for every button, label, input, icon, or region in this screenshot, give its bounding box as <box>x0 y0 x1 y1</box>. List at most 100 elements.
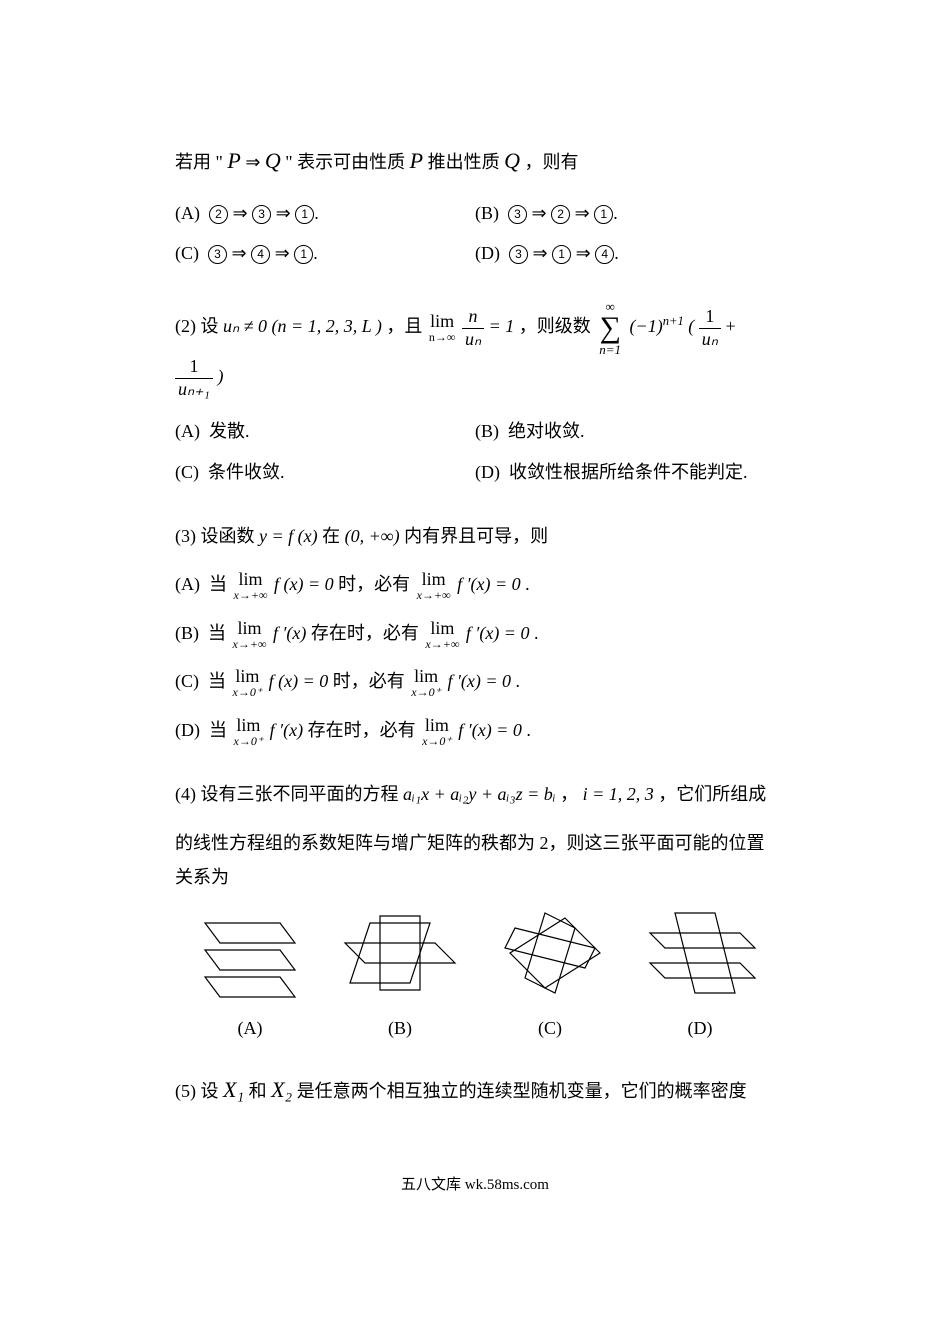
sig-m: ∑ <box>599 313 621 343</box>
q3-mid: 在 <box>322 526 340 546</box>
q2-B: (B) 绝对收敛. <box>475 414 775 448</box>
q4-tail1: ，它们所组成 <box>658 784 766 804</box>
q2-term-pre: (−1) <box>630 316 663 336</box>
q2-C: (C) 条件收敛. <box>175 455 475 489</box>
q3-D-fx: f ′(x) <box>270 720 303 740</box>
q3-D-fpx: f ′(x) = 0 <box>458 720 522 740</box>
intro-pre: 若用 " <box>175 152 223 172</box>
q3-B-lim1: limx→+∞ <box>233 619 267 650</box>
q4-tail2: 的线性方程组的系数矩阵与增广矩阵的秩都为 2，则这三张平面可能的位置关系为 <box>175 833 765 887</box>
q1-row1: (A) 2 ⇒ 3 ⇒ 1. (B) 3 ⇒ 2 ⇒ 1. <box>175 196 775 230</box>
q5-X1: X₁ <box>223 1077 244 1102</box>
planes-intersect-line-icon <box>335 908 465 1003</box>
q4-figD: (D) <box>625 908 775 1045</box>
intro-Q1: Q <box>265 148 281 173</box>
q3-B-pre: 当 <box>208 623 226 643</box>
q2-row1: (A) 发散. (B) 绝对收敛. <box>175 414 775 448</box>
intro-Q2: Q <box>504 148 520 173</box>
q3-D-lim1: limx→0⁺ <box>234 716 264 747</box>
q2-stem: (2) 设 uₙ ≠ 0 (n = 1, 2, 3, L ) ，且 lim n→… <box>175 300 775 400</box>
q2-fr1: 1 uₙ <box>699 306 721 350</box>
end: . <box>313 243 318 263</box>
q2-close: ) <box>217 366 223 386</box>
circled-2b: 2 <box>551 205 570 224</box>
planes-triangle-icon <box>490 908 610 1003</box>
q3-D-pre: 当 <box>209 720 227 740</box>
q2-B-lbl: (B) <box>475 421 499 441</box>
intro-line: 若用 " P ⇒ Q " 表示可由性质 P 推出性质 Q ，则有 <box>175 140 775 182</box>
circled-1d: 1 <box>552 245 571 264</box>
end: . <box>613 203 618 223</box>
circled-4c: 4 <box>251 245 270 264</box>
circled-1b: 1 <box>594 205 613 224</box>
q2-D: (D) 收敛性根据所给条件不能判定. <box>475 455 775 489</box>
fr-d: uₙ <box>462 329 484 351</box>
q3-A-fx: f (x) = 0 <box>274 574 334 594</box>
q2-row2: (C) 条件收敛. (D) 收敛性根据所给条件不能判定. <box>175 455 775 489</box>
lim-top: lim <box>429 312 456 331</box>
fr2d: uₙ₊₁ <box>175 379 213 401</box>
sig-b: n=1 <box>599 343 621 356</box>
q1-B: (B) 3 ⇒ 2 ⇒ 1. <box>475 196 775 230</box>
q2-C-lbl: (C) <box>175 462 199 482</box>
arr: ⇒ <box>576 243 591 263</box>
q3-D: (D) 当 limx→0⁺ f ′(x) 存在时，必有 limx→0⁺ f ′(… <box>175 713 775 748</box>
intro-arrow: ⇒ <box>245 152 265 172</box>
q3-C-lim1: limx→0⁺ <box>233 667 263 698</box>
circled-3d: 3 <box>509 245 528 264</box>
q4-stem1: (4) 设有三张不同平面的方程 aᵢ₁x + aᵢ₂y + aᵢ₃z = bᵢ … <box>175 777 775 811</box>
circled-3c: 3 <box>208 245 227 264</box>
q4-C-lbl: (C) <box>538 1018 562 1038</box>
q3-D-lbl: (D) <box>175 720 200 740</box>
q2-term-exp: n+1 <box>663 314 684 328</box>
q2-A: (A) 发散. <box>175 414 475 448</box>
planes-two-parallel-one-icon <box>640 908 760 1003</box>
q2-prefix: (2) 设 <box>175 316 219 336</box>
q2-sigma: ∞ ∑ n=1 <box>599 300 621 356</box>
q1-D: (D) 3 ⇒ 1 ⇒ 4. <box>475 236 775 270</box>
circled-1c: 1 <box>294 245 313 264</box>
q2-fr2: 1 uₙ₊₁ <box>175 356 213 400</box>
q2-C-txt: 条件收敛. <box>208 462 285 482</box>
q1-B-lbl: (B) <box>475 203 499 223</box>
q3-A-lim1: limx→+∞ <box>234 570 268 601</box>
q2-and: ，且 <box>386 316 422 336</box>
q2-plus: + <box>725 316 735 336</box>
planes-parallel-icon <box>195 918 305 1003</box>
q2-D-txt: 收敛性根据所给条件不能判定. <box>509 462 748 482</box>
circled-3a: 3 <box>252 205 271 224</box>
q3-B-end: . <box>534 623 539 643</box>
q3-B-lim2: limx→+∞ <box>425 619 459 650</box>
q3-B-lbl: (B) <box>175 623 199 643</box>
q2-eq1: = 1 <box>489 316 515 336</box>
footer-text: 五八文库 wk.58ms.com <box>401 1177 549 1193</box>
q4-figC: (C) <box>475 908 625 1045</box>
q4-figures: (A) (B) (C) <box>175 908 775 1045</box>
q3-D-mid: 存在时，必有 <box>308 720 416 740</box>
q3-A: (A) 当 limx→+∞ f (x) = 0 时，必有 limx→+∞ f ′… <box>175 567 775 602</box>
q4-B-lbl: (B) <box>388 1018 412 1038</box>
end: . <box>314 203 319 223</box>
circled-2a: 2 <box>209 205 228 224</box>
end: . <box>614 243 619 263</box>
q1-A: (A) 2 ⇒ 3 ⇒ 1. <box>175 196 475 230</box>
arr: ⇒ <box>232 243 247 263</box>
q3-C-lbl: (C) <box>175 671 199 691</box>
q1-D-lbl: (D) <box>475 243 500 263</box>
q3-tail: 内有界且可导，则 <box>404 526 548 546</box>
page-footer: 五八文库 wk.58ms.com <box>175 1171 775 1200</box>
q3-C: (C) 当 limx→0⁺ f (x) = 0 时，必有 limx→0⁺ f ′… <box>175 664 775 699</box>
circled-1a: 1 <box>295 205 314 224</box>
q4-figA: (A) <box>175 918 325 1045</box>
q3-C-pre: 当 <box>208 671 226 691</box>
q5-stem: (5) 设 X₁ 和 X₂ 是任意两个相互独立的连续型随机变量，它们的概率密度 <box>175 1069 775 1111</box>
q3-A-pre: 当 <box>209 574 227 594</box>
q5-pre: (5) 设 <box>175 1081 219 1101</box>
q2-D-lbl: (D) <box>475 462 500 482</box>
q2-lim: lim n→∞ <box>429 312 456 343</box>
fr1d: uₙ <box>699 329 721 351</box>
q2-frac: n uₙ <box>462 306 484 350</box>
q2-A-txt: 发散. <box>209 421 250 441</box>
q3-func: y = f (x) <box>259 526 318 546</box>
q5-X2: X₂ <box>271 1077 292 1102</box>
